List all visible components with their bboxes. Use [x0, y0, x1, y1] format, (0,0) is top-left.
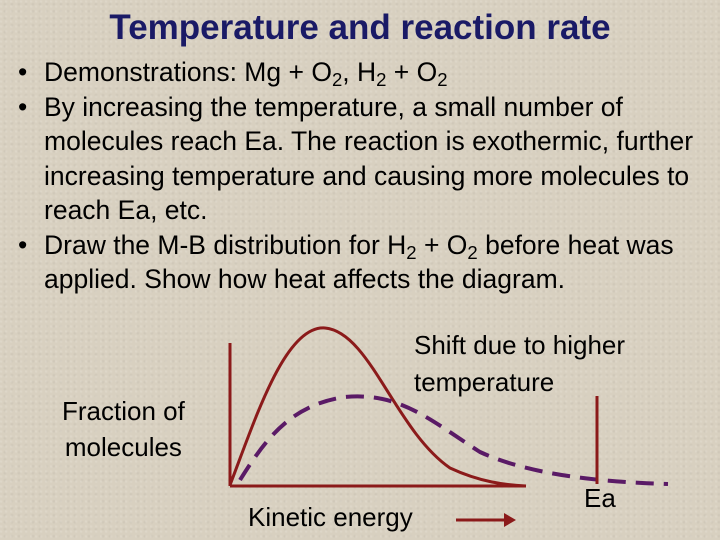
bullet-dot: • — [18, 57, 28, 87]
bullet-dot: • — [18, 229, 28, 260]
y-axis-label-line-2: molecules — [64, 432, 182, 462]
y-axis-label-line-1: Fraction of — [62, 396, 185, 426]
x-axis-label: Kinetic energy — [248, 502, 413, 532]
bullet-item: • By increasing the temperature, a small … — [18, 90, 718, 228]
shifted-distribution-curve — [238, 394, 669, 486]
subscript: 2 — [406, 241, 417, 263]
subscript: 2 — [331, 69, 343, 90]
bullet-text: Draw the M-B distribution for H2 + O2 be… — [44, 229, 674, 295]
shift-label-line-1: Shift due to higher — [414, 330, 626, 360]
bullet-item: • Draw the M-B distribution for H2 + O2 b… — [18, 228, 718, 297]
bullet-text: By increasing the temperature, a small n… — [44, 91, 694, 226]
arrow-head-icon — [504, 513, 516, 527]
shift-label-line-2: temperature — [414, 367, 555, 397]
y-axis-label: Fraction of molecules — [62, 393, 185, 465]
bullet-text: Demonstrations: Mg + O2, H2 + O2 — [44, 57, 448, 90]
subscript: 2 — [376, 69, 387, 90]
subscript: 2 — [467, 241, 478, 263]
original-distribution-curve — [228, 326, 527, 488]
bullet-item: • Demonstrations: Mg + O2, H2 + O2 — [18, 55, 718, 90]
bullet-dot: • — [18, 91, 28, 122]
bullet-list: • Demonstrations: Mg + O2, H2 + O2 • By in… — [18, 55, 718, 297]
slide-title: Temperature and reaction rate — [109, 8, 611, 47]
shift-label: Shift due to higher temperature — [414, 327, 625, 401]
ea-label: Ea — [584, 483, 616, 513]
subscript: 2 — [437, 69, 448, 90]
